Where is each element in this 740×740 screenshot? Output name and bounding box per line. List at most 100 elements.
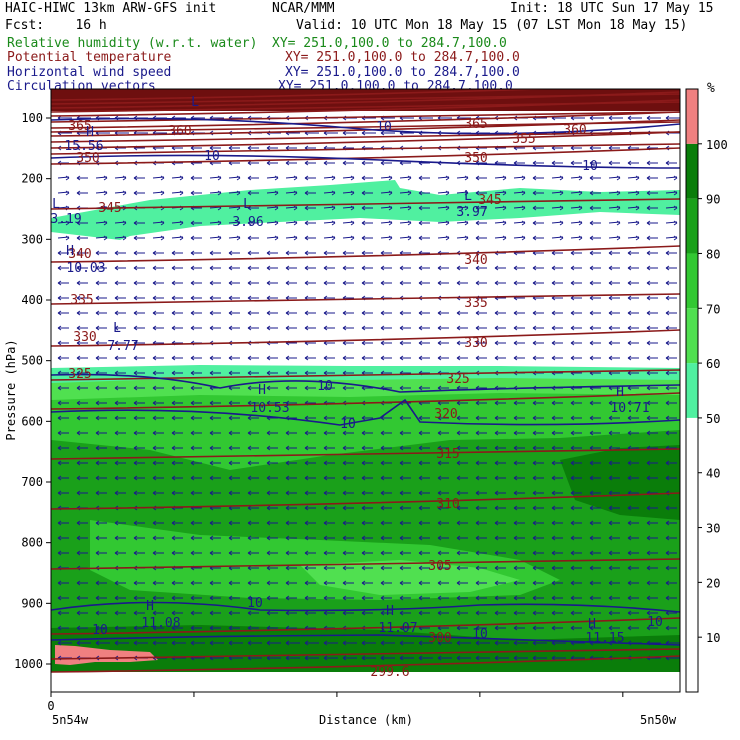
vector-head: [494, 535, 499, 541]
vector-head: [635, 205, 640, 211]
vector-head: [578, 220, 583, 226]
rh-over-100-patch: [55, 645, 158, 665]
vector-head: [475, 640, 480, 646]
vector-head: [532, 175, 537, 181]
vector-head: [285, 430, 290, 436]
vector-head: [475, 220, 480, 226]
vector-head: [646, 565, 651, 571]
vector-head: [475, 280, 480, 286]
vector-head: [464, 220, 469, 226]
vector-head: [665, 280, 670, 286]
vector-head: [304, 385, 309, 391]
vector-head: [551, 250, 556, 256]
vector-head: [247, 235, 252, 241]
vector-head: [190, 415, 195, 421]
vector-head: [304, 370, 309, 376]
vector-head: [95, 550, 100, 556]
vector-head: [532, 550, 537, 556]
vector-head: [171, 445, 176, 451]
vector-head: [323, 160, 328, 166]
vector-head: [521, 220, 526, 226]
vector-head: [532, 460, 537, 466]
vector-head: [475, 415, 480, 421]
colorbar-label: 80: [706, 247, 720, 261]
vector-head: [76, 220, 81, 226]
vector-head: [551, 310, 556, 316]
vector-head: [380, 520, 385, 526]
vector-head: [418, 610, 423, 616]
vector-head: [152, 475, 157, 481]
colorbar-label: 50: [706, 412, 720, 426]
vector-head: [179, 220, 184, 226]
vector-head: [57, 325, 62, 331]
vector-head: [266, 370, 271, 376]
vector-head: [627, 400, 632, 406]
vector-head: [114, 400, 119, 406]
vector-head: [399, 280, 404, 286]
x-tick-label: 0: [47, 699, 54, 713]
vector-head: [209, 145, 214, 151]
vector-head: [133, 250, 138, 256]
vector-head: [380, 430, 385, 436]
vector-head: [95, 580, 100, 586]
vector-head: [551, 535, 556, 541]
vector-head: [646, 235, 651, 241]
vector-head: [407, 190, 412, 196]
vector-head: [532, 490, 537, 496]
vector-head: [437, 520, 442, 526]
vector-head: [380, 655, 385, 661]
vector-head: [266, 310, 271, 316]
vector-head: [399, 655, 404, 661]
vector-head: [152, 325, 157, 331]
vector-head: [608, 430, 613, 436]
theta-contour-line: [51, 392, 680, 410]
vector-head: [589, 205, 594, 211]
vector-head: [513, 460, 518, 466]
vector-head: [399, 475, 404, 481]
vector-head: [608, 280, 613, 286]
vector-head: [103, 235, 108, 241]
vector-head: [133, 460, 138, 466]
vector-head: [361, 535, 366, 541]
vector-head: [76, 265, 81, 271]
surface-ground: [51, 672, 680, 692]
theta-contour-label: 345: [98, 201, 121, 216]
theta-contour-line: [51, 131, 680, 149]
vector-head: [418, 415, 423, 421]
vector-head: [209, 490, 214, 496]
vector-head: [388, 235, 393, 241]
vector-head: [228, 325, 233, 331]
model-title: HAIC-HIWC 13km ARW-GFS init: [5, 1, 217, 16]
x-end-label: 5n50w: [640, 713, 677, 727]
theta-contour-line: [51, 655, 680, 673]
vector-head: [323, 280, 328, 286]
vector-head: [152, 520, 157, 526]
vector-head: [266, 385, 271, 391]
vector-head: [342, 550, 347, 556]
vector-head: [304, 355, 309, 361]
vector-head: [665, 310, 670, 316]
vector-head: [399, 640, 404, 646]
vector-head: [665, 385, 670, 391]
vector-head: [57, 550, 62, 556]
vector-head: [532, 580, 537, 586]
vector-head: [114, 430, 119, 436]
vector-head: [76, 430, 81, 436]
vector-head: [114, 580, 119, 586]
vector-head: [456, 655, 461, 661]
vector-head: [589, 190, 594, 196]
vector-head: [570, 280, 575, 286]
vector-head: [456, 550, 461, 556]
vector-head: [331, 175, 336, 181]
colorbar-swatch: [686, 472, 698, 528]
vector-head: [361, 565, 366, 571]
vector-head: [76, 325, 81, 331]
vector-head: [494, 595, 499, 601]
vector-head: [285, 655, 290, 661]
vector-head: [380, 505, 385, 511]
vector-head: [570, 355, 575, 361]
vector-head: [494, 625, 499, 631]
vector-head: [646, 595, 651, 601]
vector-head: [247, 520, 252, 526]
vector-head: [627, 625, 632, 631]
